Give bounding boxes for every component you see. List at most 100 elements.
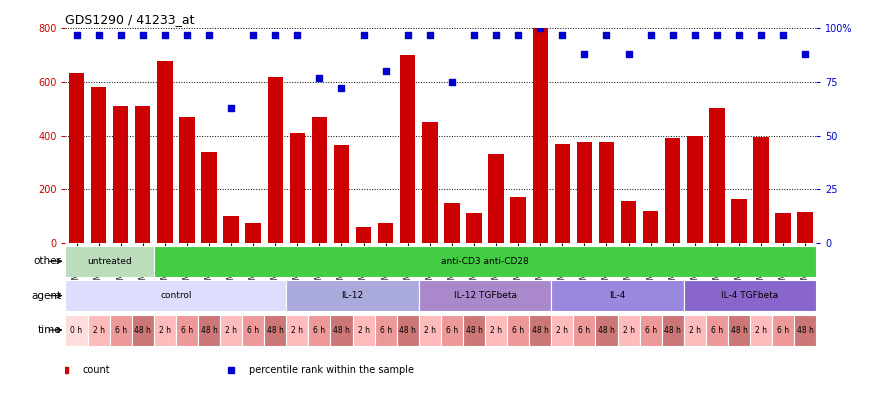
Point bbox=[356, 32, 370, 38]
Bar bbox=[753, 137, 769, 243]
Text: 2 h: 2 h bbox=[490, 326, 502, 335]
Point bbox=[202, 32, 216, 38]
Bar bbox=[709, 107, 725, 243]
Point bbox=[224, 104, 238, 111]
Bar bbox=[617, 315, 640, 345]
Bar bbox=[396, 315, 419, 345]
Text: 48 h: 48 h bbox=[797, 326, 814, 335]
Text: 2 h: 2 h bbox=[755, 326, 767, 335]
Bar bbox=[333, 145, 349, 243]
Bar bbox=[684, 315, 706, 345]
Bar bbox=[242, 315, 265, 345]
Bar bbox=[732, 199, 746, 243]
Bar bbox=[265, 315, 286, 345]
Bar bbox=[135, 106, 150, 243]
Text: 6 h: 6 h bbox=[181, 326, 193, 335]
Text: anti-CD3 anti-CD28: anti-CD3 anti-CD28 bbox=[441, 257, 529, 266]
Bar bbox=[533, 28, 548, 243]
Bar bbox=[551, 280, 684, 311]
Bar bbox=[643, 211, 658, 243]
Text: 0 h: 0 h bbox=[71, 326, 83, 335]
Point bbox=[710, 32, 724, 38]
Text: 48 h: 48 h bbox=[731, 326, 747, 335]
Bar bbox=[444, 203, 459, 243]
Point bbox=[732, 32, 746, 38]
Bar bbox=[665, 139, 680, 243]
Point bbox=[334, 85, 348, 92]
Text: 6 h: 6 h bbox=[446, 326, 458, 335]
Text: 48 h: 48 h bbox=[267, 326, 284, 335]
Text: 6 h: 6 h bbox=[247, 326, 259, 335]
Point bbox=[379, 68, 393, 75]
Point bbox=[268, 32, 282, 38]
Bar bbox=[312, 117, 327, 243]
Text: 6 h: 6 h bbox=[644, 326, 656, 335]
Point bbox=[113, 32, 127, 38]
Bar bbox=[577, 143, 592, 243]
Text: 6 h: 6 h bbox=[114, 326, 127, 335]
Bar bbox=[245, 223, 261, 243]
Bar bbox=[267, 77, 283, 243]
Bar bbox=[775, 213, 791, 243]
Point bbox=[70, 32, 84, 38]
Bar bbox=[331, 315, 353, 345]
Text: percentile rank within the sample: percentile rank within the sample bbox=[249, 365, 414, 375]
Bar bbox=[91, 87, 107, 243]
Text: 48 h: 48 h bbox=[465, 326, 483, 335]
Bar bbox=[69, 72, 84, 243]
Text: control: control bbox=[160, 291, 192, 300]
Text: IL-4 TGFbeta: IL-4 TGFbeta bbox=[721, 291, 779, 300]
Bar bbox=[400, 55, 416, 243]
Bar bbox=[154, 246, 816, 277]
Point bbox=[291, 32, 305, 38]
Text: 48 h: 48 h bbox=[598, 326, 615, 335]
Text: 2 h: 2 h bbox=[159, 326, 171, 335]
Bar bbox=[223, 216, 239, 243]
Point bbox=[445, 79, 459, 85]
Bar bbox=[507, 315, 529, 345]
Bar bbox=[356, 227, 371, 243]
Text: 2 h: 2 h bbox=[225, 326, 237, 335]
Bar bbox=[551, 315, 574, 345]
Point bbox=[577, 51, 591, 58]
Text: 2 h: 2 h bbox=[556, 326, 568, 335]
Point bbox=[555, 32, 569, 38]
Bar bbox=[794, 315, 816, 345]
Bar bbox=[220, 315, 242, 345]
Text: agent: agent bbox=[31, 291, 61, 301]
Bar bbox=[286, 280, 419, 311]
Bar bbox=[466, 213, 482, 243]
Bar bbox=[157, 61, 173, 243]
Point bbox=[423, 32, 436, 38]
Bar bbox=[684, 280, 816, 311]
Text: IL-12 TGFbeta: IL-12 TGFbeta bbox=[454, 291, 517, 300]
Bar bbox=[599, 143, 615, 243]
Text: 6 h: 6 h bbox=[578, 326, 590, 335]
Bar bbox=[595, 315, 617, 345]
Bar bbox=[353, 315, 375, 345]
Text: GDS1290 / 41233_at: GDS1290 / 41233_at bbox=[65, 13, 195, 26]
Bar bbox=[378, 223, 394, 243]
Point bbox=[92, 32, 106, 38]
Point bbox=[754, 32, 768, 38]
Bar bbox=[529, 315, 551, 345]
Text: 48 h: 48 h bbox=[399, 326, 416, 335]
Bar bbox=[488, 154, 504, 243]
Bar bbox=[175, 315, 198, 345]
Text: 48 h: 48 h bbox=[134, 326, 151, 335]
Bar bbox=[574, 315, 595, 345]
Bar bbox=[687, 136, 703, 243]
Text: 2 h: 2 h bbox=[423, 326, 436, 335]
Bar bbox=[286, 315, 308, 345]
Text: 48 h: 48 h bbox=[201, 326, 217, 335]
Bar bbox=[463, 315, 485, 345]
Point bbox=[512, 32, 526, 38]
Bar bbox=[511, 197, 526, 243]
Bar bbox=[290, 133, 305, 243]
Text: 2 h: 2 h bbox=[358, 326, 369, 335]
Bar bbox=[419, 280, 551, 311]
Point bbox=[467, 32, 481, 38]
Point bbox=[776, 32, 790, 38]
Bar bbox=[662, 315, 684, 345]
Bar bbox=[621, 201, 636, 243]
